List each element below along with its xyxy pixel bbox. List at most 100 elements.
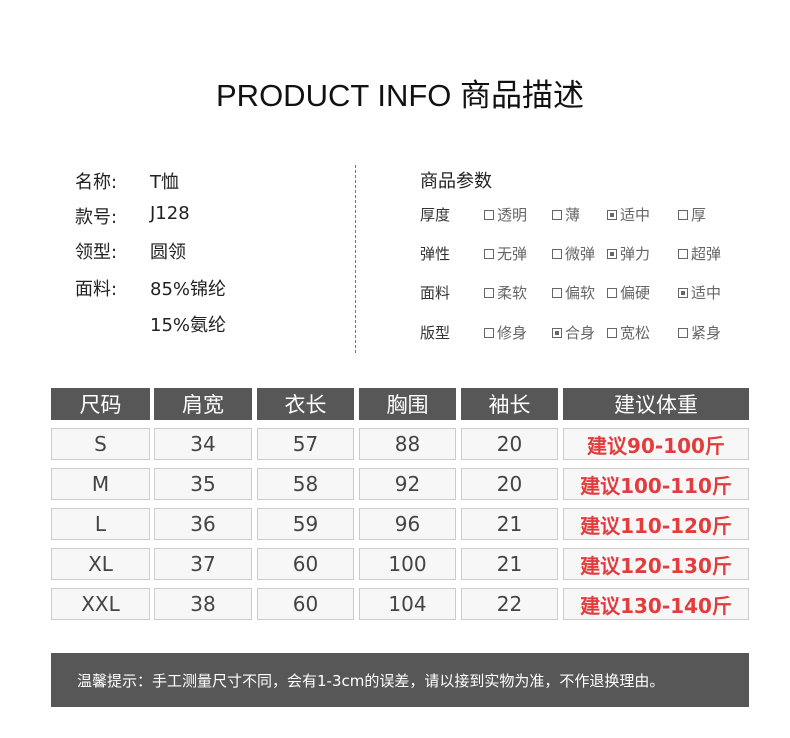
param-option-label: 超弹	[691, 245, 722, 263]
checkbox-icon	[607, 327, 617, 338]
table-header-cell: 建议体重	[563, 388, 749, 420]
checked-checkbox-icon	[678, 287, 688, 298]
param-option-label: 适中	[691, 284, 722, 302]
info-value: J128	[150, 203, 190, 224]
table-cell: 96	[359, 508, 456, 540]
param-option-label: 透明	[497, 206, 528, 224]
table-cell: 104	[359, 588, 456, 620]
table-cell: 57	[257, 428, 354, 460]
info-value: 15%氨纶	[150, 315, 227, 336]
param-option: 柔软	[484, 282, 527, 303]
param-option-label: 偏软	[565, 284, 596, 302]
param-option-label: 偏硬	[620, 284, 651, 302]
checkbox-icon	[552, 248, 562, 259]
checkbox-icon	[552, 209, 562, 220]
checkbox-icon	[484, 287, 494, 298]
dashed-divider	[355, 165, 356, 353]
info-label: 名称:	[75, 172, 118, 193]
weight-cell: 建议90-100斤	[563, 428, 749, 460]
table-cell: 20	[461, 428, 558, 460]
checkbox-icon	[552, 287, 562, 298]
table-cell: XXL	[51, 588, 150, 620]
table-cell: 60	[257, 548, 354, 580]
table-cell: 92	[359, 468, 456, 500]
info-label: 款号:	[75, 207, 118, 228]
weight-cell: 建议100-110斤	[563, 468, 749, 500]
param-option-label: 宽松	[620, 324, 651, 342]
footer-note: 温馨提示：手工测量尺寸不同，会有1-3cm的误差，请以接到实物为准，不作退换理由…	[51, 653, 749, 707]
checkbox-icon	[484, 209, 494, 220]
checkbox-icon	[678, 248, 688, 259]
table-cell: S	[51, 428, 150, 460]
param-option-label: 适中	[620, 206, 651, 224]
checkbox-icon	[607, 287, 617, 298]
table-cell: 34	[154, 428, 252, 460]
table-cell: XL	[51, 548, 150, 580]
weight-cell: 建议110-120斤	[563, 508, 749, 540]
table-header-cell: 衣长	[257, 388, 354, 420]
table-cell: 37	[154, 548, 252, 580]
table-cell: L	[51, 508, 150, 540]
weight-cell: 建议120-130斤	[563, 548, 749, 580]
table-cell: 35	[154, 468, 252, 500]
info-label: 面料:	[75, 279, 118, 300]
table-cell: 21	[461, 508, 558, 540]
checkbox-icon	[484, 248, 494, 259]
table-cell: 88	[359, 428, 456, 460]
table-cell: 60	[257, 588, 354, 620]
table-cell: M	[51, 468, 150, 500]
info-label: 领型:	[75, 242, 118, 263]
param-option: 宽松	[607, 322, 650, 343]
info-value: T恤	[150, 172, 179, 193]
param-option-label: 薄	[565, 206, 581, 224]
param-option: 合身	[552, 322, 595, 343]
param-option: 超弹	[678, 243, 721, 264]
table-header-cell: 胸围	[359, 388, 456, 420]
table-cell: 58	[257, 468, 354, 500]
param-option: 弹力	[607, 243, 650, 264]
table-cell: 22	[461, 588, 558, 620]
param-option: 薄	[552, 204, 580, 225]
table-header-cell: 尺码	[51, 388, 150, 420]
param-label: 弹性	[420, 245, 451, 263]
param-option-label: 紧身	[691, 324, 722, 342]
checked-checkbox-icon	[552, 327, 562, 338]
table-cell: 100	[359, 548, 456, 580]
page-title: PRODUCT INFO 商品描述	[216, 78, 584, 113]
checked-checkbox-icon	[607, 248, 617, 259]
table-cell: 38	[154, 588, 252, 620]
param-option: 紧身	[678, 322, 721, 343]
params-heading: 商品参数	[420, 171, 492, 192]
param-option-label: 厚	[691, 206, 707, 224]
param-option-label: 微弹	[565, 245, 596, 263]
checked-checkbox-icon	[607, 209, 617, 220]
param-option: 透明	[484, 204, 527, 225]
table-cell: 59	[257, 508, 354, 540]
param-option-label: 合身	[565, 324, 596, 342]
table-cell: 21	[461, 548, 558, 580]
param-label: 版型	[420, 324, 451, 342]
param-option-label: 柔软	[497, 284, 528, 302]
param-option: 修身	[484, 322, 527, 343]
info-value: 85%锦纶	[150, 279, 227, 300]
info-value: 圆领	[150, 242, 186, 263]
param-option: 微弹	[552, 243, 595, 264]
weight-cell: 建议130-140斤	[563, 588, 749, 620]
param-label: 厚度	[420, 206, 451, 224]
param-option-label: 无弹	[497, 245, 528, 263]
param-option: 无弹	[484, 243, 527, 264]
param-option: 偏软	[552, 282, 595, 303]
checkbox-icon	[678, 209, 688, 220]
checkbox-icon	[678, 327, 688, 338]
param-option: 厚	[678, 204, 706, 225]
param-option: 适中	[607, 204, 650, 225]
table-header-cell: 肩宽	[154, 388, 252, 420]
param-option-label: 修身	[497, 324, 528, 342]
param-option: 偏硬	[607, 282, 650, 303]
param-option: 适中	[678, 282, 721, 303]
table-cell: 20	[461, 468, 558, 500]
table-cell: 36	[154, 508, 252, 540]
table-header-cell: 袖长	[461, 388, 558, 420]
param-option-label: 弹力	[620, 245, 651, 263]
